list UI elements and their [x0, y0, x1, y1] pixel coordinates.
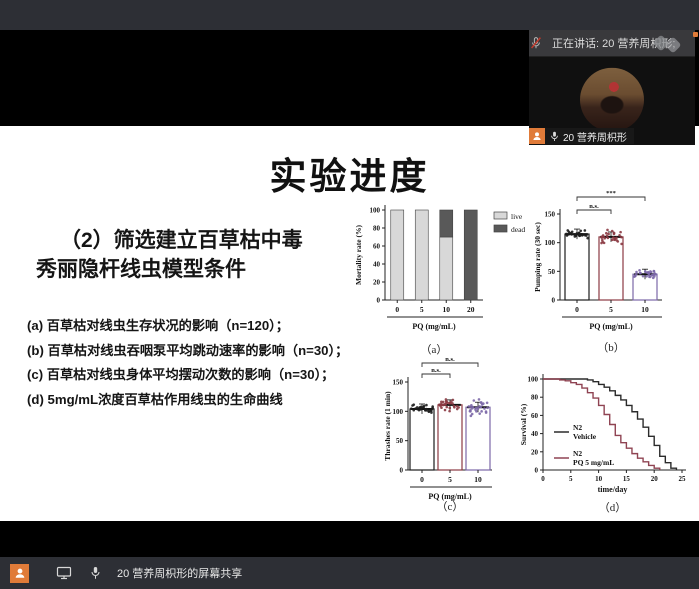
svg-text:0: 0 [377, 297, 381, 305]
svg-text:100: 100 [545, 239, 556, 247]
svg-text:40: 40 [373, 261, 381, 269]
svg-text:100: 100 [528, 376, 539, 384]
floating-video-panel[interactable]: 正在讲话: 20 营养周枳形; [529, 30, 695, 145]
screen-share-icon [56, 566, 72, 580]
top-bar [0, 0, 699, 30]
chart-b-svg: 0 50 100 150 0 5 10 n.s. *** PQ (mg/mL) Pumping ra… [533, 190, 662, 354]
svg-text:0: 0 [420, 475, 424, 484]
chart-survival-curve: 0 20 40 60 80 100 0 5 10 15 20 25 time/day Survival (… [518, 370, 696, 518]
slide-heading: （2）筛选建立百草枯中毒 秀丽隐杆线虫模型条件 [36, 226, 303, 284]
chart-a-svg: 0 20 40 60 80 100 0 5 10 20 PQ (mg/mL) Mortality ra… [354, 205, 525, 356]
share-status-bar: 20 营养周枳形的屏幕共享 [0, 557, 699, 589]
svg-text:100: 100 [370, 207, 381, 215]
svg-text:20: 20 [467, 305, 475, 314]
svg-text:dead: dead [511, 225, 525, 234]
chart-c-svg: 0 50 100 150 0 5 10 n.s. n.s. PQ (mg/mL) Thrashes … [383, 358, 492, 513]
chart-thrashes-rate-bar: 0 50 100 150 0 5 10 n.s. n.s. PQ (mg/mL) Thrashes … [381, 358, 523, 516]
bullet-item: (b) 百草枯对线虫吞咽泵平均跳动速率的影响（n=30）； [27, 342, 349, 358]
svg-text:0: 0 [535, 467, 539, 475]
svg-text:80: 80 [531, 394, 539, 402]
svg-text:10: 10 [641, 305, 649, 314]
svg-text:20: 20 [651, 475, 659, 483]
svg-text:n.s.: n.s. [431, 367, 441, 374]
person-icon [533, 132, 541, 140]
speaking-status-bar: 正在讲话: 20 营养周枳形; [529, 30, 695, 57]
svg-text:150: 150 [545, 211, 556, 219]
svg-text:40: 40 [531, 430, 539, 438]
svg-text:0: 0 [400, 467, 404, 475]
svg-text:60: 60 [531, 412, 539, 420]
svg-text:60: 60 [373, 243, 381, 251]
svg-text:（b）: （b） [597, 341, 625, 354]
svg-text:***: *** [606, 190, 616, 197]
muted-mic-icon [531, 37, 541, 49]
mic-icon [91, 567, 100, 579]
svg-text:（a）: （a） [421, 343, 448, 356]
svg-text:100: 100 [393, 408, 404, 416]
slide-heading-line1: （2）筛选建立百草枯中毒 [60, 229, 303, 252]
svg-text:80: 80 [373, 225, 381, 233]
svg-text:live: live [511, 212, 523, 221]
svg-text:N2: N2 [573, 449, 582, 458]
svg-text:5: 5 [420, 305, 424, 314]
svg-text:Survival (%): Survival (%) [519, 403, 528, 445]
svg-text:Pumping rate (30 sec): Pumping rate (30 sec) [533, 222, 542, 292]
app-watermark-icon [652, 34, 687, 54]
svg-text:（d）: （d） [599, 501, 627, 514]
svg-text:10: 10 [474, 475, 482, 484]
share-label: 20 营养周枳形的屏幕共享 [117, 568, 243, 580]
bullet-item: (d) 5mg/mL浓度百草枯作用线虫的生命曲线 [27, 391, 283, 407]
participant-avatar-badge [529, 128, 545, 144]
svg-text:5: 5 [569, 475, 573, 483]
svg-text:n.s.: n.s. [445, 358, 455, 363]
svg-text:10: 10 [595, 475, 603, 483]
svg-text:5: 5 [448, 475, 452, 484]
svg-text:50: 50 [396, 437, 404, 445]
person-icon [15, 568, 24, 578]
svg-text:20: 20 [531, 448, 539, 456]
participant-video-tile[interactable]: 20 营养周枳形 [529, 57, 695, 144]
svg-text:0: 0 [395, 305, 399, 314]
notification-dot [693, 32, 698, 37]
sharer-avatar-badge [10, 563, 29, 583]
chart-pumping-rate-bar: 0 50 100 150 0 5 10 n.s. *** PQ (mg/mL) Pumping ra… [531, 188, 695, 358]
bullet-item: (c) 百草枯对线虫身体平均摆动次数的影响（n=30）； [27, 367, 335, 383]
svg-text:50: 50 [548, 268, 556, 276]
svg-text:N2: N2 [573, 423, 582, 432]
svg-text:5: 5 [609, 305, 613, 314]
svg-text:n.s.: n.s. [589, 203, 599, 210]
svg-text:0: 0 [541, 475, 545, 483]
presentation-slide: 实验进度 （2）筛选建立百草枯中毒 秀丽隐杆线虫模型条件 (a) 百草枯对线虫生… [0, 126, 699, 521]
svg-text:150: 150 [393, 379, 404, 387]
chart-d-svg: 0 20 40 60 80 100 0 5 10 15 20 25 time/day Survival (… [519, 374, 687, 514]
svg-text:（c）: （c） [437, 500, 464, 513]
participant-name: 20 营养周枳形 [563, 132, 627, 144]
chart-mortality-stacked-bar: 0 20 40 60 80 100 0 5 10 20 PQ (mg/mL) Mortality ra… [351, 196, 547, 358]
svg-text:10: 10 [443, 305, 451, 314]
slide-heading-line2: 秀丽隐杆线虫模型条件 [36, 258, 246, 281]
svg-text:Vehicle: Vehicle [573, 432, 597, 441]
svg-text:PQ (mg/mL): PQ (mg/mL) [412, 322, 456, 331]
svg-text:PQ 5 mg/mL: PQ 5 mg/mL [573, 458, 614, 467]
svg-text:25: 25 [679, 475, 687, 483]
bullet-list: (a) 百草枯对线虫生存状况的影响（n=120）； (b) 百草枯对线虫吞咽泵平均… [27, 314, 377, 412]
svg-text:0: 0 [552, 297, 556, 305]
svg-text:0: 0 [575, 305, 579, 314]
mic-icon [551, 131, 558, 141]
bullet-item: (a) 百草枯对线虫生存状况的影响（n=120）； [27, 318, 289, 333]
slide-title: 实验进度 [269, 156, 430, 197]
participant-avatar [580, 67, 644, 132]
svg-text:PQ (mg/mL): PQ (mg/mL) [589, 322, 633, 331]
svg-text:Thrashes rate (1 min): Thrashes rate (1 min) [383, 391, 392, 461]
speaking-label: 正在讲话: 20 营养周枳形; [552, 38, 676, 50]
participant-name-tag: 20 营养周枳形 [529, 128, 634, 144]
svg-text:time/day: time/day [598, 485, 628, 494]
svg-text:15: 15 [623, 475, 631, 483]
svg-text:20: 20 [373, 279, 381, 287]
svg-text:Mortality rate (%): Mortality rate (%) [354, 225, 363, 285]
svg-text:PQ (mg/mL): PQ (mg/mL) [428, 492, 472, 501]
